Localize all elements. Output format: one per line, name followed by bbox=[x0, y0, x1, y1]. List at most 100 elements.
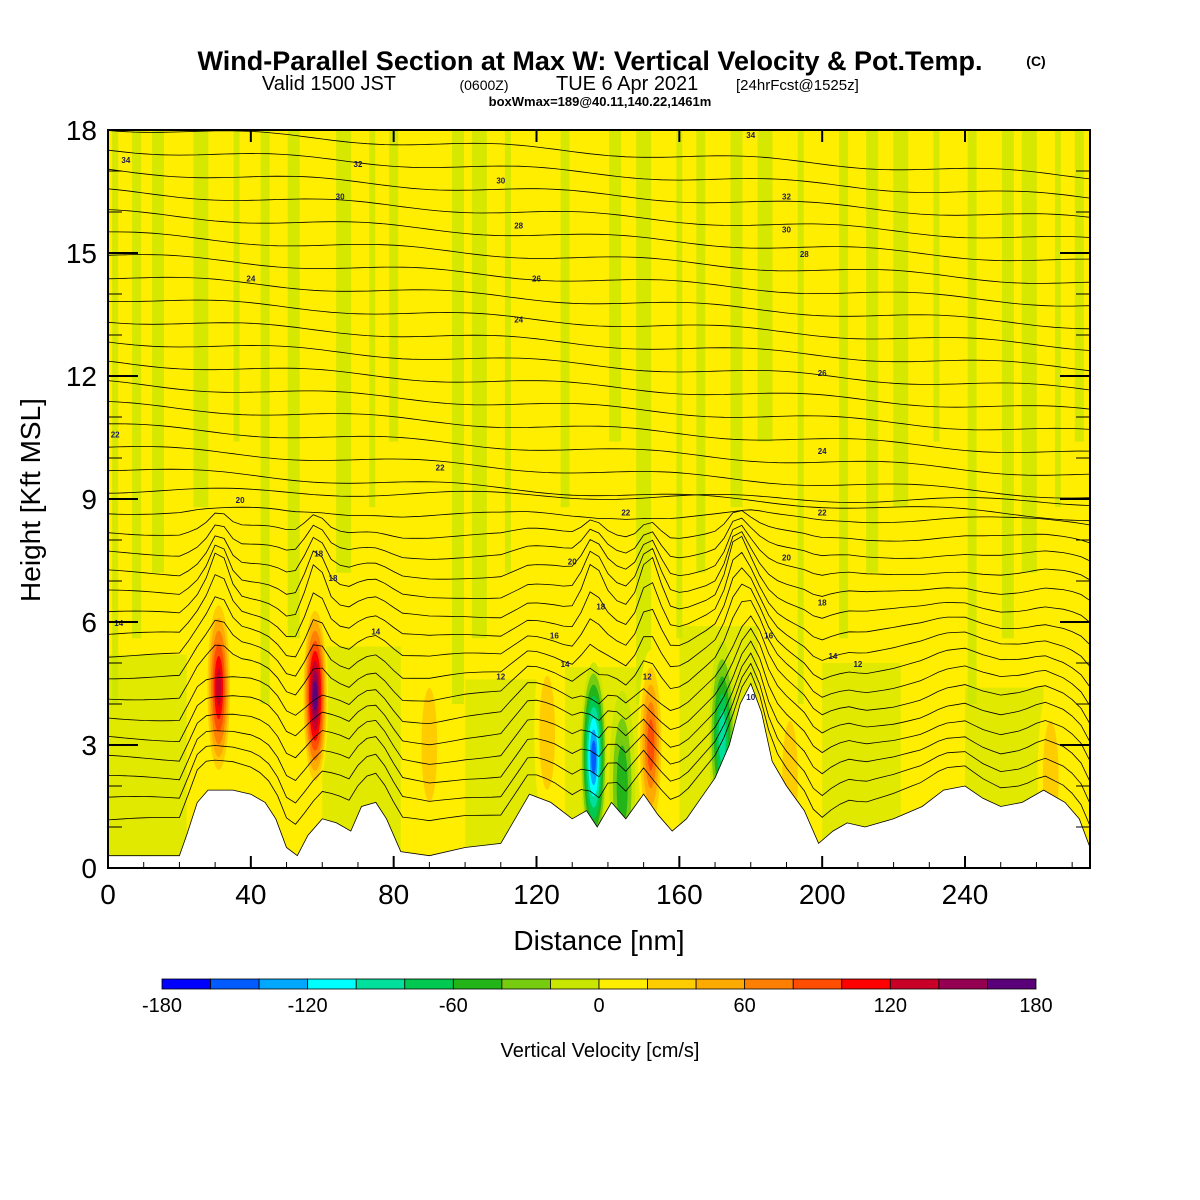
colorbar-swatch bbox=[161, 978, 211, 990]
weak-downdraft-streak bbox=[233, 130, 240, 442]
theta-contour-label: 20 bbox=[568, 558, 577, 567]
weak-downdraft-streak bbox=[260, 130, 270, 704]
colorbar-swatch bbox=[744, 978, 794, 990]
weak-downdraft-streak bbox=[893, 130, 909, 508]
theta-contour-label: 26 bbox=[818, 369, 827, 378]
weak-downdraft-streak bbox=[933, 130, 940, 442]
updraft-core bbox=[647, 719, 655, 771]
colorbar-tick-label: 120 bbox=[874, 995, 907, 1017]
theta-contour-line bbox=[108, 652, 1090, 784]
y-tick-label: 18 bbox=[66, 115, 97, 146]
weak-downdraft-streak bbox=[866, 130, 879, 573]
theta-contour-label: 16 bbox=[550, 631, 559, 640]
x-tick-label: 240 bbox=[942, 879, 989, 910]
valid-time-line: Valid 1500 JST (0600Z) TUE 6 Apr 2021 [2… bbox=[262, 73, 859, 95]
theta-contour-line bbox=[108, 583, 1090, 688]
colorbar-swatch bbox=[938, 978, 988, 990]
weak-downdraft-streak bbox=[151, 130, 164, 573]
y-tick-label: 12 bbox=[66, 361, 97, 392]
weak-downdraft-streak bbox=[967, 130, 977, 704]
y-axis-label: Height [Kft MSL] bbox=[15, 398, 46, 602]
theta-contour-label: 24 bbox=[514, 316, 523, 325]
y-tick-label: 3 bbox=[81, 730, 97, 761]
colorbar-tick-label: 60 bbox=[734, 995, 756, 1017]
theta-contour-line bbox=[108, 600, 1090, 707]
colorbar-swatch bbox=[258, 978, 309, 990]
weak-downdraft-streak bbox=[336, 130, 352, 573]
copyright-mark: (C) bbox=[1026, 53, 1045, 69]
contour-labels: 34 32 30 34 32 30 28 30 28 24 26 24 26 22 22 24 22 22 20 20… bbox=[111, 131, 863, 702]
weak-downdraft-streak bbox=[560, 130, 570, 508]
colorbar-swatch bbox=[598, 978, 648, 990]
weak-downdraft-streak bbox=[797, 130, 804, 704]
theta-contour-line bbox=[108, 321, 1090, 372]
colorbar-tick-label: -120 bbox=[288, 995, 328, 1017]
theta-contour-label: 22 bbox=[621, 508, 630, 517]
theta-contour-line bbox=[108, 446, 1090, 499]
theta-contour-line bbox=[108, 662, 1090, 804]
x-axis: 0 40 80 120 160 200 240 bbox=[100, 130, 1073, 910]
weak-downdraft-streak bbox=[1054, 130, 1061, 508]
weak-downdraft-streak bbox=[730, 130, 743, 508]
colorbar-swatch bbox=[452, 978, 503, 990]
updraft-core bbox=[539, 675, 556, 790]
chart-title: Wind-Parallel Section at Max W: Vertical… bbox=[198, 46, 983, 76]
theta-contour-line bbox=[108, 231, 1090, 284]
theta-contour-label: 12 bbox=[853, 660, 862, 669]
theta-contour-label: 12 bbox=[496, 672, 505, 681]
colorbar-swatch bbox=[210, 978, 260, 990]
colorbar-swatch bbox=[355, 978, 406, 990]
downdraft-core bbox=[591, 740, 597, 775]
theta-contour-label: 20 bbox=[782, 554, 791, 563]
colorbar-swatch bbox=[647, 978, 697, 990]
x-tick-label: 40 bbox=[235, 879, 266, 910]
theta-contour-label: 30 bbox=[336, 193, 345, 202]
x-tick-label: 160 bbox=[656, 879, 703, 910]
theta-contour-line bbox=[108, 254, 1090, 307]
theta-contour-line bbox=[108, 130, 1090, 180]
plot-area bbox=[108, 130, 1090, 868]
weak-downdraft-streak bbox=[389, 130, 399, 442]
y-axis: 0 3 6 9 12 15 18 bbox=[66, 115, 1090, 884]
colorbar-tick-label: -180 bbox=[142, 995, 182, 1017]
theta-contour-label: 22 bbox=[436, 463, 445, 472]
y-tick-label: 15 bbox=[66, 238, 97, 269]
weak-downdraft-streak bbox=[696, 130, 706, 573]
theta-contour-line bbox=[108, 531, 1090, 601]
theta-contour-label: 14 bbox=[828, 652, 837, 661]
weak-downdraft-streak bbox=[757, 130, 773, 442]
theta-contour-label: 18 bbox=[314, 549, 323, 558]
weak-downdraft-streak bbox=[193, 130, 209, 508]
forecast-info: [24hrFcst@1525z] bbox=[736, 77, 859, 94]
theta-contour-line bbox=[108, 627, 1090, 746]
theta-contour-label: 24 bbox=[246, 275, 255, 284]
x-tick-label: 0 bbox=[100, 879, 116, 910]
theta-contour-line bbox=[108, 299, 1090, 351]
weak-downdraft-streak bbox=[609, 130, 622, 442]
theta-contour-label: 18 bbox=[818, 599, 827, 608]
colorbar-swatch bbox=[404, 978, 454, 990]
weak-downdraft-streak bbox=[504, 130, 511, 573]
theta-contour-line bbox=[108, 640, 1090, 765]
theta-contour-label: 14 bbox=[371, 627, 380, 636]
theta-contour-label: 10 bbox=[746, 693, 755, 702]
theta-contour-label: 32 bbox=[354, 160, 363, 169]
theta-contour-label: 32 bbox=[782, 193, 791, 202]
theta-contour-label: 20 bbox=[236, 496, 245, 505]
y-tick-label: 9 bbox=[81, 484, 97, 515]
theta-contour-line bbox=[108, 468, 1090, 522]
theta-contour-label: 18 bbox=[596, 603, 605, 612]
theta-contour-label: 34 bbox=[746, 131, 755, 140]
theta-contour-line bbox=[108, 524, 1090, 581]
weak-downdraft-streak bbox=[676, 130, 683, 639]
weak-downdraft-streak bbox=[471, 130, 487, 639]
box-wmax-info: boxWmax=189@40.11,140.22,1461m bbox=[489, 94, 712, 109]
weak-downdraft-streak bbox=[1001, 130, 1014, 639]
y-tick-label: 0 bbox=[81, 853, 97, 884]
theta-contour-label: 24 bbox=[818, 447, 827, 456]
colorbar-swatch bbox=[792, 978, 843, 990]
x-tick-label: 80 bbox=[378, 879, 409, 910]
valid-time-utc: (0600Z) bbox=[459, 77, 508, 93]
theta-contour-label: 30 bbox=[496, 176, 505, 185]
